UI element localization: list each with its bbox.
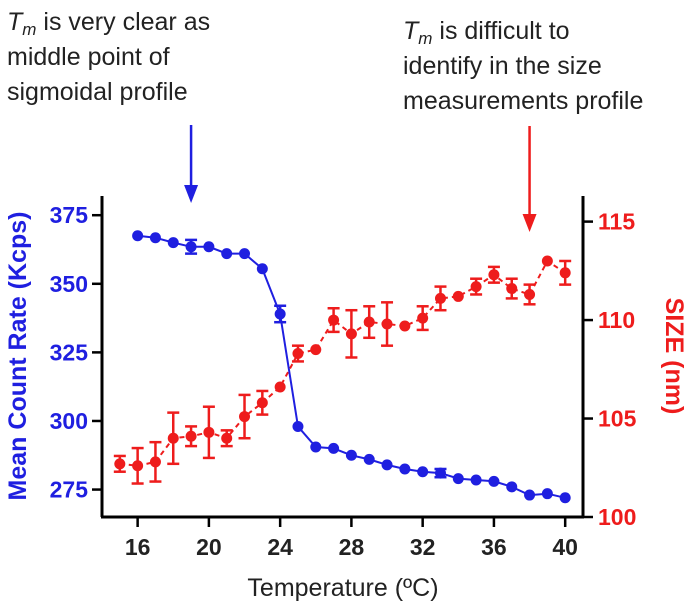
size-point (345, 328, 357, 340)
size-point (434, 292, 446, 304)
count-rate-point (185, 241, 197, 253)
size-point (167, 432, 179, 444)
count-rate-point (167, 237, 179, 249)
annotation-text: is difficult to (432, 17, 570, 45)
count-rate-point (239, 248, 251, 260)
size-point (310, 344, 322, 356)
tm-subscript: m (418, 29, 433, 48)
right-y-tick-label: 105 (598, 406, 637, 432)
left-y-tick-label: 300 (50, 408, 88, 434)
size-point (541, 255, 553, 267)
size-point (452, 290, 464, 302)
size-point (399, 320, 411, 332)
count-rate-point (132, 230, 144, 242)
count-rate-point (541, 488, 553, 500)
size-point (506, 283, 518, 295)
annotation-line-1: Tm is very clear as (7, 5, 210, 40)
size-point (221, 432, 233, 444)
count-rate-series (132, 230, 571, 504)
x-tick-label: 32 (410, 534, 436, 560)
annotation-tm-clear: Tm is very clear as middle point of sigm… (7, 5, 210, 110)
size-point (363, 316, 375, 328)
annotation-line-2: middle point of (7, 43, 170, 71)
annotation-text: is very clear as (36, 8, 211, 36)
count-rate-point (345, 449, 357, 461)
left-y-tick-label: 350 (50, 271, 88, 297)
size-point (203, 426, 215, 438)
x-tick-label: 28 (339, 534, 365, 560)
x-tick-label: 40 (552, 534, 578, 560)
size-point (149, 456, 161, 468)
count-rate-point (221, 248, 233, 260)
right-y-tick-label: 115 (598, 209, 635, 235)
size-point (274, 381, 286, 393)
x-tick-label: 16 (125, 534, 151, 560)
size-point (185, 430, 197, 442)
count-rate-point (256, 263, 268, 275)
count-rate-point (203, 241, 215, 253)
left-y-tick-label: 325 (50, 339, 89, 365)
right-y-axis-title: SIZE (nm) (660, 298, 688, 415)
x-tick-label: 20 (196, 534, 222, 560)
size-point (417, 312, 429, 324)
size-point (381, 318, 393, 330)
size-point (328, 314, 340, 326)
size-point (524, 288, 536, 300)
annotation-line-3: measurements profile (403, 87, 644, 115)
count-rate-point (470, 474, 482, 486)
right-y-tick-label: 110 (598, 307, 635, 333)
size-point (114, 458, 126, 470)
size-point (239, 411, 251, 423)
annotation-line-1: Tm is difficult to (403, 14, 643, 49)
count-rate-point (417, 466, 429, 478)
size-series (113, 255, 572, 485)
left-y-tick-label: 375 (50, 202, 89, 228)
count-rate-point (452, 473, 464, 485)
count-rate-point (506, 481, 518, 493)
count-rate-point (399, 463, 411, 475)
count-rate-point (488, 475, 500, 487)
size-point (559, 267, 571, 279)
count-rate-point (559, 492, 571, 504)
count-rate-point (149, 232, 161, 244)
left-arrow-head (184, 185, 199, 203)
count-rate-point (274, 308, 286, 320)
left-y-tick-label: 275 (50, 477, 89, 503)
x-tick-label: 36 (481, 534, 507, 560)
size-point (256, 397, 268, 409)
count-rate-point (292, 420, 304, 432)
count-rate-point (524, 489, 536, 501)
tm-symbol: T (7, 8, 23, 36)
count-rate-point (381, 459, 393, 471)
left-y-axis-title: Mean Count Rate (Kcps) (4, 212, 32, 501)
x-axis-title: Temperature (ºC) (247, 574, 438, 602)
count-rate-point (434, 467, 446, 479)
count-rate-point (328, 442, 340, 454)
size-point (132, 460, 144, 472)
x-tick-label: 24 (267, 534, 293, 560)
size-point (470, 281, 482, 293)
size-point (488, 269, 500, 281)
annotation-tm-difficult: Tm is difficult to identify in the size … (403, 14, 643, 119)
annotation-line-2: identify in the size (403, 52, 602, 80)
count-rate-point (310, 441, 322, 453)
size-point (292, 348, 304, 360)
annotation-line-3: sigmoidal profile (7, 78, 188, 106)
count-rate-point (363, 453, 375, 465)
tm-symbol: T (403, 17, 419, 45)
annotation-arrows (184, 125, 537, 232)
left-y-ticks: 275 300 325 350 375 (50, 202, 102, 503)
chart-axes: 16 20 24 28 32 36 40 275 300 325 350 375 100 105 110… (50, 196, 637, 560)
right-y-ticks: 100 105 110 115 (583, 209, 637, 530)
tm-subscript: m (22, 20, 37, 39)
right-arrow-head (522, 214, 537, 232)
x-ticks: 16 20 24 28 32 36 40 (125, 517, 578, 560)
right-y-tick-label: 100 (598, 504, 636, 530)
